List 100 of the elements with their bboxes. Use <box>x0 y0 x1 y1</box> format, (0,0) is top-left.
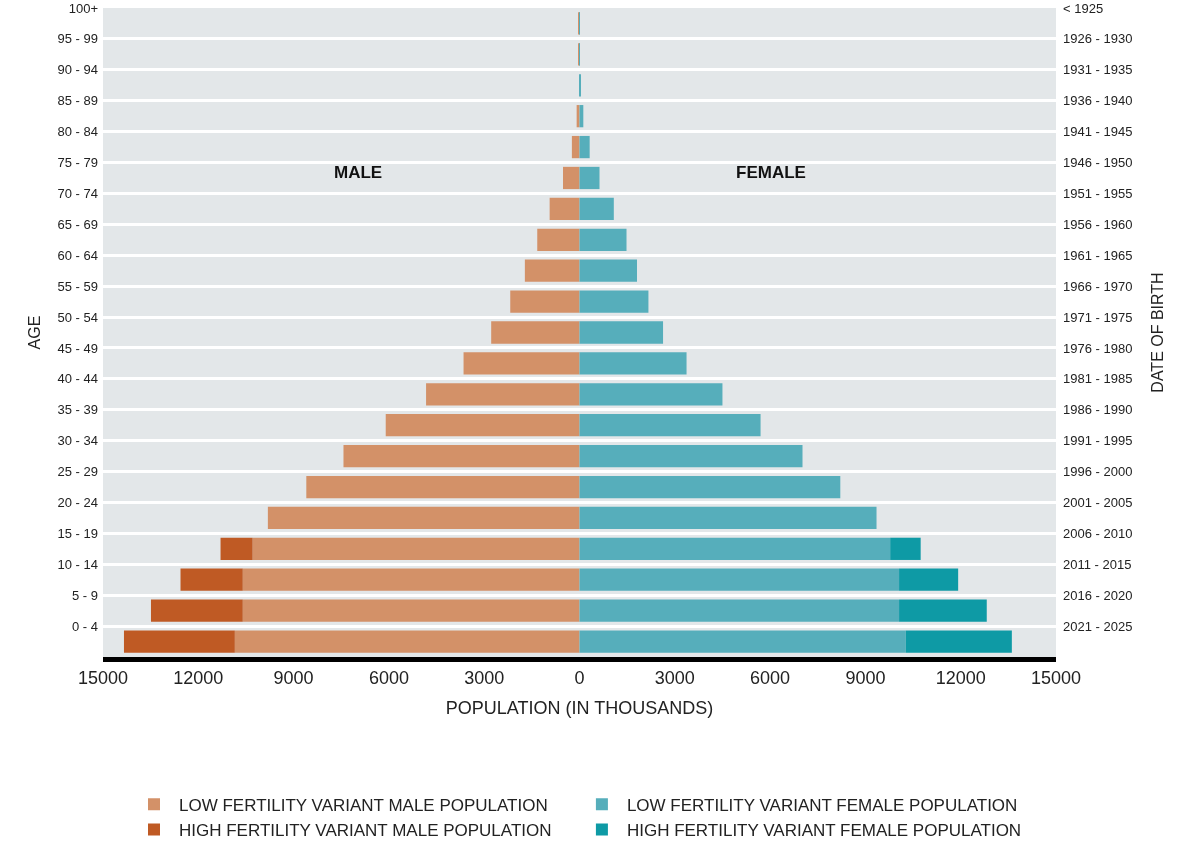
x-tick-label: 9000 <box>273 667 314 688</box>
y2-tick-label: 1991 - 1995 <box>1063 433 1133 449</box>
bar <box>524 259 580 282</box>
x-tick-label: 6000 <box>750 667 791 688</box>
bar <box>571 135 580 159</box>
x-tick-label: 12000 <box>935 667 986 688</box>
y-tick-label: 0 - 4 <box>71 618 98 634</box>
y2-tick-label: 1981 - 1985 <box>1063 371 1133 387</box>
bar <box>579 599 900 622</box>
x-tick-label: 15000 <box>1030 667 1082 688</box>
y2-tick-label: 2001 - 2005 <box>1063 495 1133 511</box>
bar <box>242 599 580 622</box>
y-tick-label: 85 - 89 <box>57 93 98 109</box>
bar <box>549 197 580 221</box>
bar <box>579 259 637 282</box>
bar <box>899 599 987 622</box>
bar <box>579 321 664 344</box>
bar <box>252 537 580 560</box>
y2-tick-label: 2016 - 2020 <box>1063 587 1133 603</box>
bar <box>510 290 580 313</box>
y2-tick-label: 2006 - 2010 <box>1063 525 1133 541</box>
y2-tick-label: 1966 - 1970 <box>1063 278 1133 294</box>
y-tick-label: 5 - 9 <box>71 587 98 603</box>
x-tick-label: 15000 <box>77 667 129 688</box>
bar <box>579 444 803 468</box>
y2-tick-label: 1941 - 1945 <box>1063 124 1133 140</box>
annotation: FEMALE <box>736 163 806 182</box>
y-tick-label: 20 - 24 <box>57 495 98 511</box>
bar <box>579 135 590 159</box>
y-tick-label: 30 - 34 <box>57 433 98 449</box>
bar <box>242 568 580 591</box>
y-tick-label: 60 - 64 <box>57 247 98 263</box>
bar <box>150 599 243 622</box>
bar <box>562 166 580 190</box>
bar <box>579 290 649 313</box>
bar <box>306 475 580 499</box>
bar <box>537 228 580 251</box>
y-tick-label: 95 - 99 <box>57 31 98 47</box>
annotation: MALE <box>334 163 383 182</box>
bar <box>579 414 761 437</box>
bar <box>426 383 580 406</box>
y2-tick-label: 2011 - 2015 <box>1063 556 1132 572</box>
bar <box>890 537 921 560</box>
y2-tick-label: 1996 - 2000 <box>1063 464 1133 480</box>
bar <box>579 630 906 653</box>
y2-tick-label: 1971 - 1975 <box>1063 309 1133 325</box>
y-tick-label: 80 - 84 <box>57 124 98 140</box>
bar <box>579 537 891 560</box>
bar <box>905 630 1012 653</box>
legend-label: HIGH FERTILITY VARIANT MALE POPULATION <box>179 821 552 841</box>
y-axis-title: AGE <box>26 315 44 350</box>
y2-axis-title: DATE OF BIRTH <box>1149 272 1167 393</box>
bar <box>180 568 243 591</box>
y-tick-label: 35 - 39 <box>57 402 98 418</box>
x-axis-title: POPULATION (IN THOUSANDS) <box>445 697 714 718</box>
bar <box>267 506 580 530</box>
y-tick-label: 10 - 14 <box>57 556 98 572</box>
y-tick-label: 55 - 59 <box>57 278 98 294</box>
bar <box>579 228 627 251</box>
legend-label: HIGH FERTILITY VARIANT FEMALE POPULATION <box>626 821 1022 841</box>
bar <box>234 630 580 653</box>
y2-tick-label: 1946 - 1950 <box>1063 155 1133 171</box>
bar <box>579 475 841 499</box>
bar <box>899 568 959 591</box>
y2-tick-label: 1931 - 1935 <box>1063 62 1133 78</box>
x-tick-label: 0 <box>574 667 585 688</box>
y2-tick-label: 1951 - 1955 <box>1063 185 1133 201</box>
bar <box>579 506 877 530</box>
x-tick-label: 6000 <box>368 667 409 688</box>
y2-tick-label: 1976 - 1980 <box>1063 340 1133 356</box>
y2-tick-label: 2021 - 2025 <box>1063 618 1133 634</box>
bar <box>463 352 580 375</box>
y-tick-label: 100+ <box>68 0 98 16</box>
y-tick-label: 65 - 69 <box>57 216 98 232</box>
x-tick-label: 9000 <box>845 667 886 688</box>
y-tick-label: 75 - 79 <box>57 155 98 171</box>
y2-tick-label: 1986 - 1990 <box>1063 402 1133 418</box>
y-tick-label: 50 - 54 <box>57 309 98 325</box>
y2-tick-label: 1956 - 1960 <box>1063 216 1133 232</box>
y2-tick-label: 1926 - 1930 <box>1063 31 1133 47</box>
bar <box>576 105 580 128</box>
x-tick-label: 3000 <box>654 667 695 688</box>
bar <box>123 630 235 653</box>
bar <box>343 444 580 468</box>
y-tick-label: 45 - 49 <box>57 340 98 356</box>
legend-label: LOW FERTILITY VARIANT FEMALE POPULATION <box>626 795 1018 815</box>
bar <box>220 537 253 560</box>
bar <box>385 414 580 437</box>
bar <box>579 197 614 221</box>
x-tick-label: 3000 <box>464 667 505 688</box>
y2-tick-label: < 1925 <box>1063 0 1104 16</box>
y-tick-label: 90 - 94 <box>57 62 98 78</box>
y2-tick-label: 1961 - 1965 <box>1063 247 1133 263</box>
x-tick-label: 12000 <box>173 667 224 688</box>
y-tick-label: 15 - 19 <box>57 525 98 541</box>
y2-tick-label: 1936 - 1940 <box>1063 93 1133 109</box>
bar <box>579 166 600 190</box>
bar <box>579 352 687 375</box>
y-tick-label: 40 - 44 <box>57 371 98 387</box>
y-tick-label: 25 - 29 <box>57 464 98 480</box>
